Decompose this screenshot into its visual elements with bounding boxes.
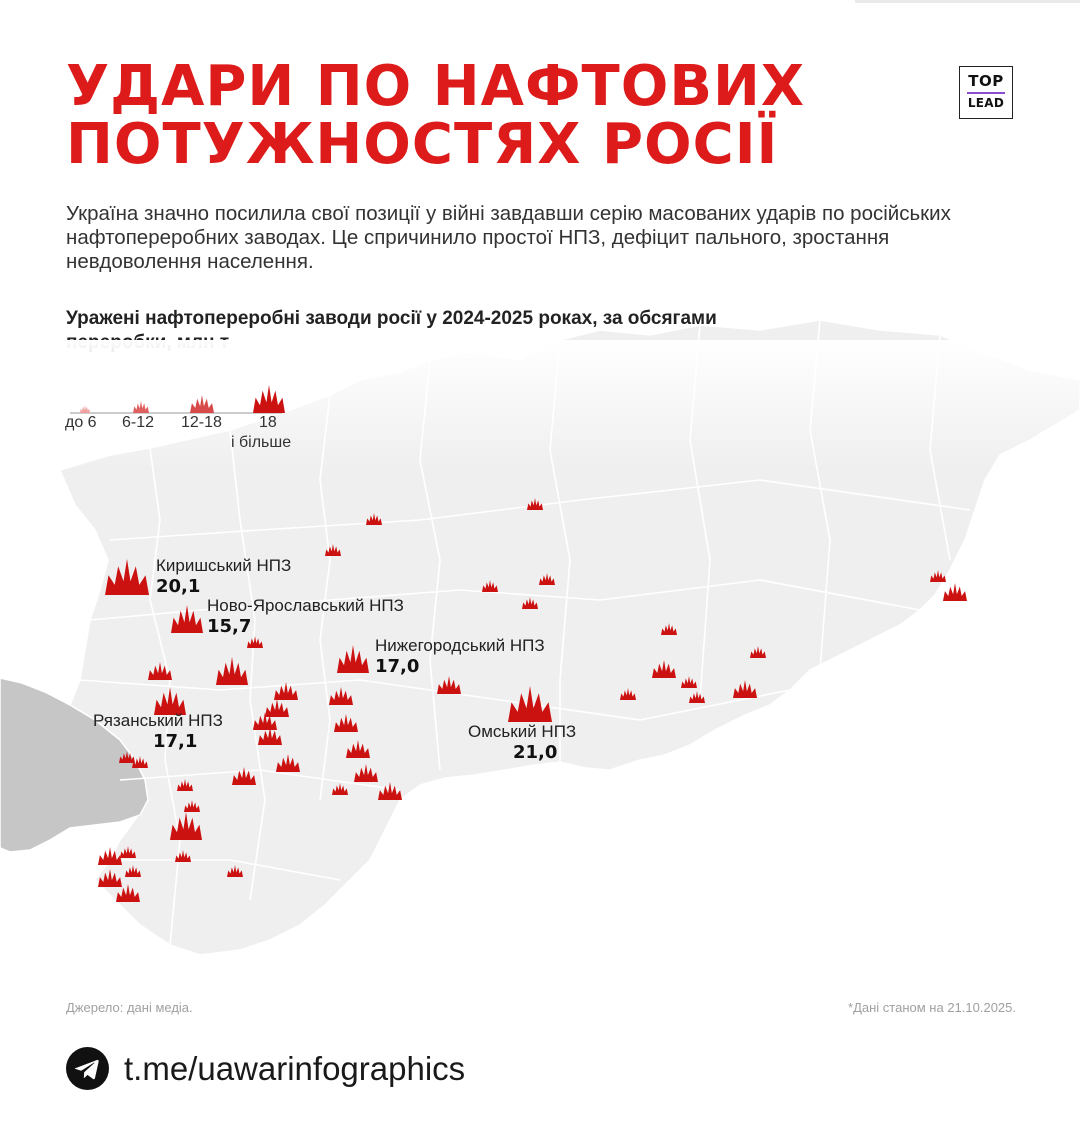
- fire-marker-icon: [652, 660, 676, 678]
- fire-marker-icon: [378, 782, 402, 800]
- fire-marker-icon: [120, 846, 136, 858]
- region-borders: [79, 319, 971, 946]
- legend-marker-size-2: [133, 401, 149, 413]
- title-line-1: УДАРИ ПО НАФТОВИХ: [66, 54, 806, 119]
- legend-label-size-2: 6-12: [122, 414, 155, 431]
- fire-marker-icon: [930, 570, 946, 582]
- legend-label-size-4-line2: і більше: [231, 434, 292, 451]
- fire-marker-icon: [265, 699, 289, 717]
- intro-text: Україна значно посилила свої позиції у в…: [66, 202, 951, 273]
- fire-marker-icon: [119, 751, 135, 763]
- fire-marker-icon: [132, 756, 148, 768]
- fire-marker-icon: [508, 686, 552, 722]
- fire-marker-icon: [154, 687, 186, 715]
- fire-marker-icon: [661, 623, 677, 635]
- refinery-ryazan-name: Рязанський НПЗ: [93, 711, 223, 730]
- fire-marker-icon: [216, 657, 248, 685]
- fire-marker-icon: [681, 676, 697, 688]
- title-line-2: ПОТУЖНОСТЯХ РОСІЇ: [66, 112, 779, 177]
- fire-marker-icon: [334, 714, 358, 732]
- fire-marker-icon: [171, 605, 203, 633]
- fire-marker-icon: [258, 727, 282, 745]
- logo-top-text: TOP: [968, 72, 1004, 90]
- fire-marker-icon: [527, 498, 543, 510]
- refinery-kirishi-value: 20,1: [156, 576, 201, 597]
- fire-marker-icon: [329, 687, 353, 705]
- fire-marker-icon: [170, 812, 202, 840]
- telegram-link[interactable]: t.me/uawarinfographics: [124, 1050, 466, 1087]
- fire-marker-icon: [276, 754, 300, 772]
- fire-marker-icon: [125, 865, 141, 877]
- fire-marker-icon: [346, 740, 370, 758]
- neighbor-country: [0, 677, 149, 853]
- fire-marker-icon: [116, 884, 140, 902]
- fire-marker-icon: [332, 783, 348, 795]
- date-note: *Дані станом на 21.10.2025.: [848, 1000, 1016, 1015]
- top-decor-bar: [855, 0, 1080, 3]
- fire-marker-icon: [620, 688, 636, 700]
- fire-marker-icon: [232, 767, 256, 785]
- fire-marker-icon: [184, 800, 200, 812]
- refinery-ryazan-value: 17,1: [153, 731, 198, 752]
- refinery-kirishi-name: Киришський НПЗ: [156, 556, 292, 575]
- fire-marker-icon: [98, 847, 122, 865]
- refinery-omsk-value: 21,0: [513, 742, 558, 763]
- fire-marker-icon: [750, 646, 766, 658]
- logo-bottom-text: LEAD: [967, 96, 1005, 110]
- legend-marker-size-1: [80, 405, 90, 413]
- fire-marker-icon: [325, 544, 341, 556]
- fire-marker-icon: [105, 559, 149, 595]
- fire-marker-icon: [148, 662, 172, 680]
- fire-marker-icon: [943, 583, 967, 601]
- fire-marker-icon: [366, 513, 382, 525]
- legend-markers: [80, 385, 285, 413]
- fire-marker-icon: [253, 712, 277, 730]
- legend-label-size-3: 12-18: [181, 414, 222, 431]
- fire-marker-icon: [227, 865, 243, 877]
- logo-divider: [967, 92, 1005, 94]
- fire-marker-icon: [482, 580, 498, 592]
- source-note: Джерело: дані медіа.: [66, 1000, 193, 1015]
- refinery-markers: [98, 498, 967, 902]
- refinery-omsk-name: Омський НПЗ: [468, 722, 577, 741]
- fire-marker-icon: [337, 645, 369, 673]
- refinery-yaroslavl-name: Ново-Ярославський НПЗ: [207, 596, 404, 615]
- legend-label-size-4: 18: [259, 414, 277, 431]
- refinery-yaroslavl-value: 15,7: [207, 616, 252, 637]
- page-title: УДАРИ ПО НАФТОВИХ ПОТУЖНОСТЯХ РОСІЇ: [66, 58, 926, 174]
- fire-marker-icon: [177, 779, 193, 791]
- fire-marker-icon: [98, 869, 122, 887]
- legend-marker-size-4: [253, 385, 285, 413]
- fire-marker-icon: [175, 850, 191, 862]
- fire-marker-icon: [522, 597, 538, 609]
- fire-marker-icon: [539, 573, 555, 585]
- fire-marker-icon: [689, 691, 705, 703]
- refinery-nizhny-name: Нижегородський НПЗ: [375, 636, 545, 655]
- fire-marker-icon: [354, 764, 378, 782]
- fire-marker-icon: [437, 676, 461, 694]
- telegram-icon[interactable]: [66, 1047, 109, 1090]
- legend-marker-size-3: [190, 395, 214, 413]
- fire-marker-icon: [733, 680, 757, 698]
- fire-marker-icon: [247, 636, 263, 648]
- fire-marker-icon: [274, 682, 298, 700]
- refinery-nizhny-value: 17,0: [375, 656, 420, 677]
- toplead-logo: TOP LEAD: [959, 66, 1013, 119]
- map-fade: [0, 340, 1080, 470]
- legend-label-size-1: до 6: [65, 414, 97, 431]
